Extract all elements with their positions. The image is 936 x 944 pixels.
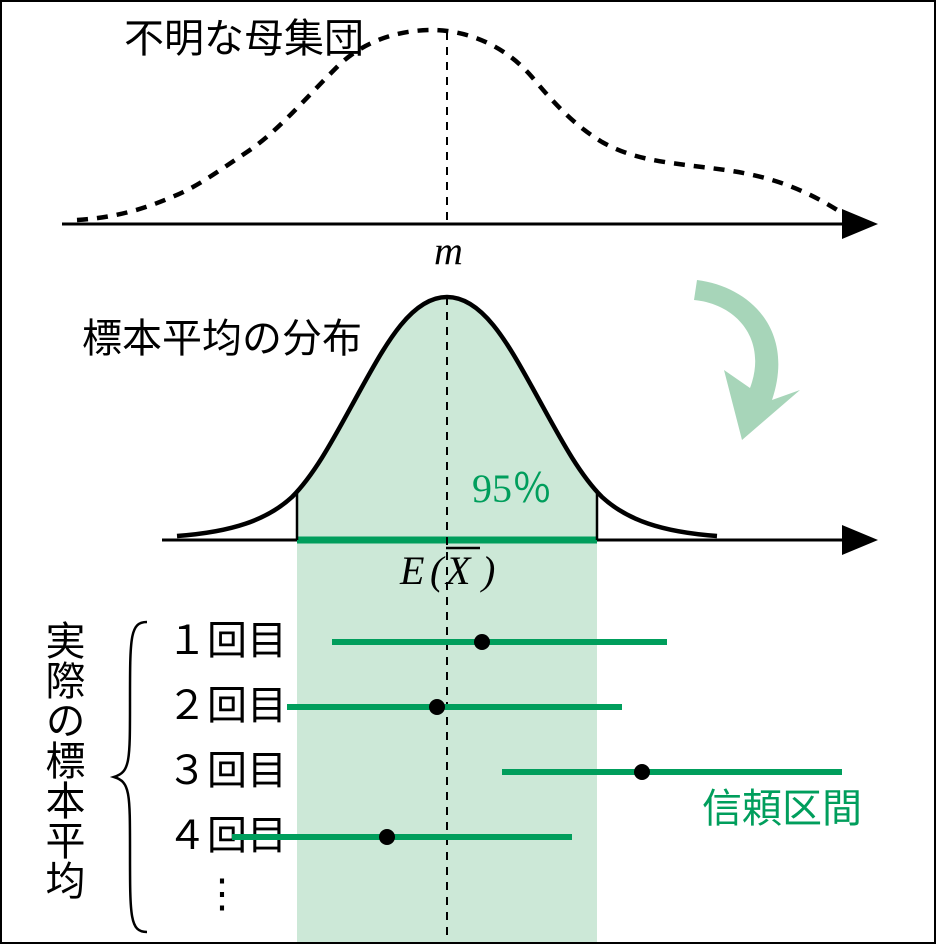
transition-arrow bbox=[694, 280, 800, 440]
ci-dot-4 bbox=[379, 829, 395, 845]
ci-dot-1 bbox=[474, 634, 490, 650]
svg-text:E: E bbox=[399, 548, 424, 593]
brace bbox=[114, 622, 147, 932]
diagram-svg: 不明な母集団 m 標本平均の分布 95％ E ( X ) bbox=[2, 2, 934, 942]
population-section: 不明な母集団 m bbox=[62, 16, 872, 273]
svg-text:): ) bbox=[480, 548, 495, 593]
trial-label-2: ２回目 bbox=[167, 683, 287, 728]
confidence-label: 信頼区間 bbox=[702, 786, 862, 831]
trial-label-1: １回目 bbox=[167, 618, 287, 663]
vert-title: 実際の標本平均 bbox=[40, 620, 85, 900]
svg-text:X: X bbox=[444, 548, 472, 593]
ci-dot-3 bbox=[634, 764, 650, 780]
trial-vdots: ⋮ bbox=[202, 871, 242, 916]
trial-label-3: ３回目 bbox=[167, 748, 287, 793]
ci-dot-2 bbox=[429, 699, 445, 715]
percent-label: 95％ bbox=[472, 466, 552, 511]
diagram-container: { "labels": { "population_title": "不明な母集… bbox=[0, 0, 936, 944]
sample-dist-title: 標本平均の分布 bbox=[82, 316, 362, 361]
population-title: 不明な母集団 bbox=[124, 16, 364, 61]
population-m-label: m bbox=[434, 228, 463, 273]
